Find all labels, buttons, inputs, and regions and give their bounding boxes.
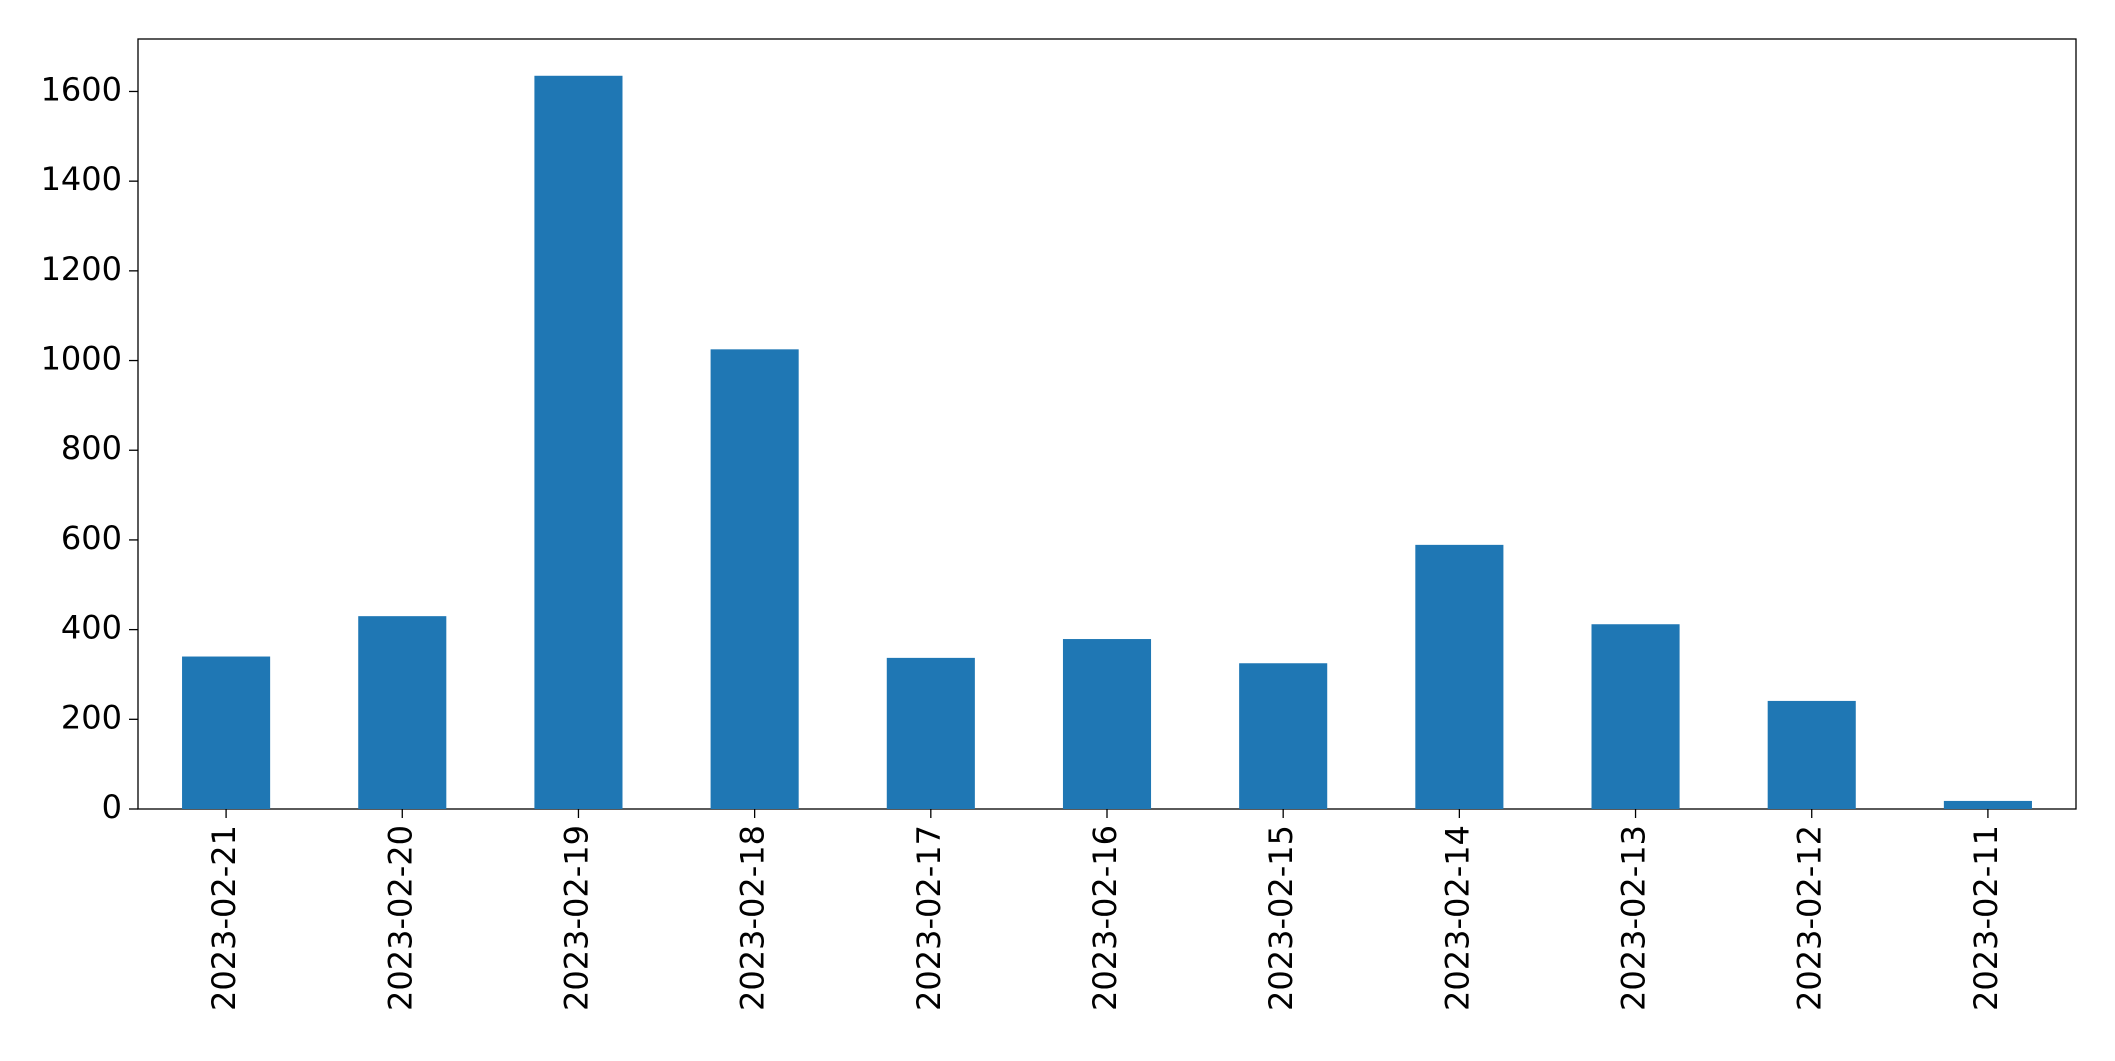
- x-tick-label: 2023-02-12: [1791, 825, 1829, 1011]
- bar: [1062, 639, 1152, 809]
- y-tick-label: 1400: [41, 160, 122, 198]
- x-tick-label: 2023-02-11: [1967, 825, 2005, 1011]
- x-tick-label: 2023-02-18: [734, 825, 772, 1011]
- bar: [1591, 624, 1680, 809]
- x-tick-label: 2023-02-21: [205, 825, 243, 1011]
- x-tick-label: 2023-02-17: [910, 825, 948, 1011]
- y-tick-label: 400: [61, 609, 122, 647]
- x-tick-label: 2023-02-15: [1262, 825, 1300, 1011]
- y-tick-label: 200: [61, 698, 122, 736]
- y-tick-label: 600: [61, 519, 122, 557]
- bar: [358, 616, 447, 809]
- bar: [1943, 800, 2032, 809]
- bar: [886, 657, 975, 809]
- y-tick-label: 0: [102, 788, 122, 826]
- x-tick-label: 2023-02-14: [1438, 825, 1476, 1011]
- bar: [1415, 544, 1504, 809]
- x-tick-label: 2023-02-13: [1615, 825, 1653, 1011]
- y-tick-label: 1600: [41, 70, 122, 108]
- bar: [710, 349, 799, 809]
- bar: [1239, 663, 1328, 809]
- bar: [1767, 700, 1856, 809]
- x-tick-label: 2023-02-16: [1086, 825, 1124, 1011]
- y-tick-label: 1000: [41, 340, 122, 378]
- bar: [182, 656, 271, 809]
- x-tick-label: 2023-02-19: [557, 825, 595, 1011]
- y-tick-label: 1200: [41, 250, 122, 288]
- x-tick-label: 2023-02-20: [381, 825, 419, 1011]
- bar: [534, 75, 623, 810]
- y-tick-label: 800: [61, 429, 122, 467]
